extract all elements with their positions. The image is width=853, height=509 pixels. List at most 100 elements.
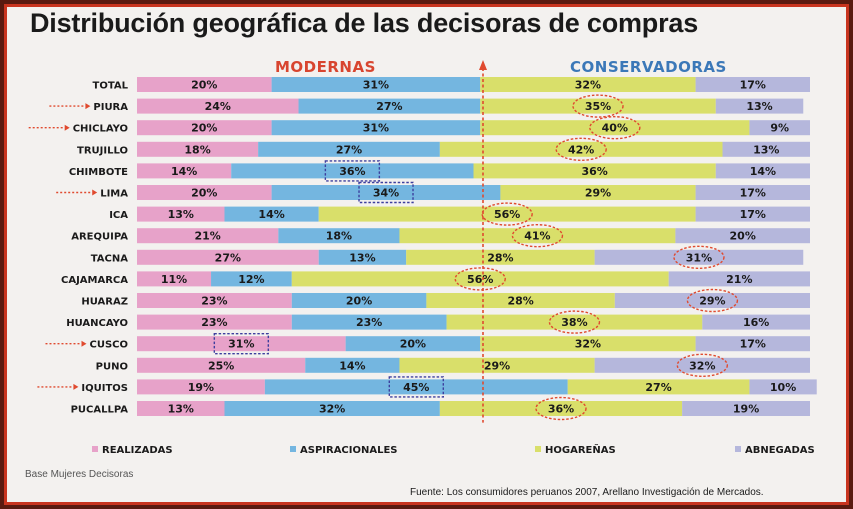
data-label: 38% [561, 316, 587, 329]
bar-segment [271, 120, 481, 136]
bar-segment [298, 98, 481, 114]
data-label: 19% [733, 403, 759, 416]
bar-segment [426, 293, 615, 308]
bar-segment [291, 314, 447, 330]
bar-segment [695, 77, 810, 92]
category-label: CHIMBOTE [69, 167, 128, 178]
bar-segment [137, 293, 292, 308]
data-label: 23% [201, 316, 227, 329]
bar-segment [399, 228, 676, 244]
category-label: PIURA [93, 102, 128, 113]
data-label: 23% [201, 295, 227, 308]
arrow-head [73, 383, 79, 390]
data-label: 36% [548, 403, 574, 416]
bar-segment [137, 77, 272, 92]
bar-segment [211, 271, 292, 287]
category-label: HUARAZ [81, 297, 128, 308]
category-label: IQUITOS [81, 383, 128, 394]
chart-title: Distribución geográfica de las decisoras… [30, 8, 699, 38]
data-label: 20% [191, 187, 217, 200]
category-label: CAJAMARCA [61, 275, 128, 286]
data-label: 13% [753, 143, 779, 156]
base-note: Base Mujeres Decisoras [25, 469, 134, 480]
bar-segment [473, 163, 716, 179]
highlight-box [324, 160, 381, 182]
category-label: CHICLAYO [73, 124, 128, 135]
bar-segment [480, 77, 696, 92]
bar-segment [500, 185, 696, 200]
bar-segment [231, 163, 474, 179]
highlight-circle [686, 288, 739, 313]
highlight-circle [548, 310, 601, 334]
bar-segment [137, 163, 232, 179]
data-label: 28% [507, 295, 533, 308]
bar-segment [668, 271, 810, 287]
data-label: 27% [336, 143, 362, 156]
data-label: 32% [575, 338, 601, 351]
bar-segment [594, 249, 804, 265]
highlight-circle [454, 267, 506, 291]
highlight-circle [535, 396, 587, 421]
bar-segment [278, 228, 400, 244]
data-label: 13% [168, 403, 194, 416]
legend-item-abnegadas: ABNEGADAS [735, 445, 815, 456]
category-label: TRUJILLO [77, 145, 128, 156]
bar-segment [675, 228, 810, 244]
data-label: 41% [524, 230, 550, 243]
data-label: 20% [400, 338, 426, 351]
category-label: LIMA [100, 189, 128, 200]
data-label: 31% [228, 338, 254, 351]
data-label: 11% [161, 273, 187, 286]
data-label: 21% [194, 230, 220, 243]
data-label: 19% [188, 381, 214, 394]
highlight-circle [481, 202, 533, 226]
data-label: 36% [581, 165, 607, 178]
category-label: ICA [109, 210, 128, 221]
highlight-circle [555, 137, 607, 162]
data-label: 28% [487, 251, 513, 264]
data-label: 23% [356, 316, 382, 329]
highlight-circle [572, 94, 624, 118]
bar-segment [614, 293, 810, 308]
data-label: 12% [238, 273, 264, 286]
bar-segment [137, 357, 306, 373]
bar-segment [695, 336, 810, 352]
data-label: 20% [730, 230, 756, 243]
data-label: 32% [575, 79, 601, 92]
data-label: 32% [689, 359, 715, 372]
data-label: 18% [184, 143, 210, 156]
data-label: 20% [191, 122, 217, 135]
data-label: 14% [750, 165, 776, 178]
category-label: PUNO [96, 361, 128, 372]
bar-segment [137, 379, 265, 395]
data-label: 13% [168, 208, 194, 221]
bar-segment [258, 141, 440, 157]
bar-segment [682, 401, 810, 416]
data-label: 20% [191, 79, 217, 92]
bar-segment [137, 228, 279, 244]
data-label: 31% [363, 122, 389, 135]
data-label: 14% [258, 208, 284, 221]
bar-segment [439, 401, 683, 416]
bar-segment [749, 120, 810, 136]
data-label: 13% [746, 100, 772, 113]
legend-item-hogarenas: HOGAREÑAS [535, 445, 616, 456]
data-label: 14% [171, 165, 197, 178]
data-label: 17% [740, 338, 766, 351]
data-label: 16% [743, 316, 769, 329]
bar-segment [137, 206, 225, 222]
bar-segment [291, 271, 669, 287]
bar-segment [399, 357, 595, 373]
bar-segment [567, 379, 750, 395]
bar-segment [305, 357, 400, 373]
bar-segment [318, 206, 696, 222]
data-label: 34% [373, 187, 399, 200]
legend-item-aspiracionales: ASPIRACIONALES [290, 445, 398, 456]
arrow-head [92, 189, 98, 196]
highlight-circle [589, 115, 641, 140]
bar-segment [137, 141, 259, 157]
bar-segment [722, 141, 810, 157]
bar-segment [137, 249, 319, 265]
bar-segment [749, 379, 817, 395]
legend-label: REALIZADAS [102, 445, 173, 456]
